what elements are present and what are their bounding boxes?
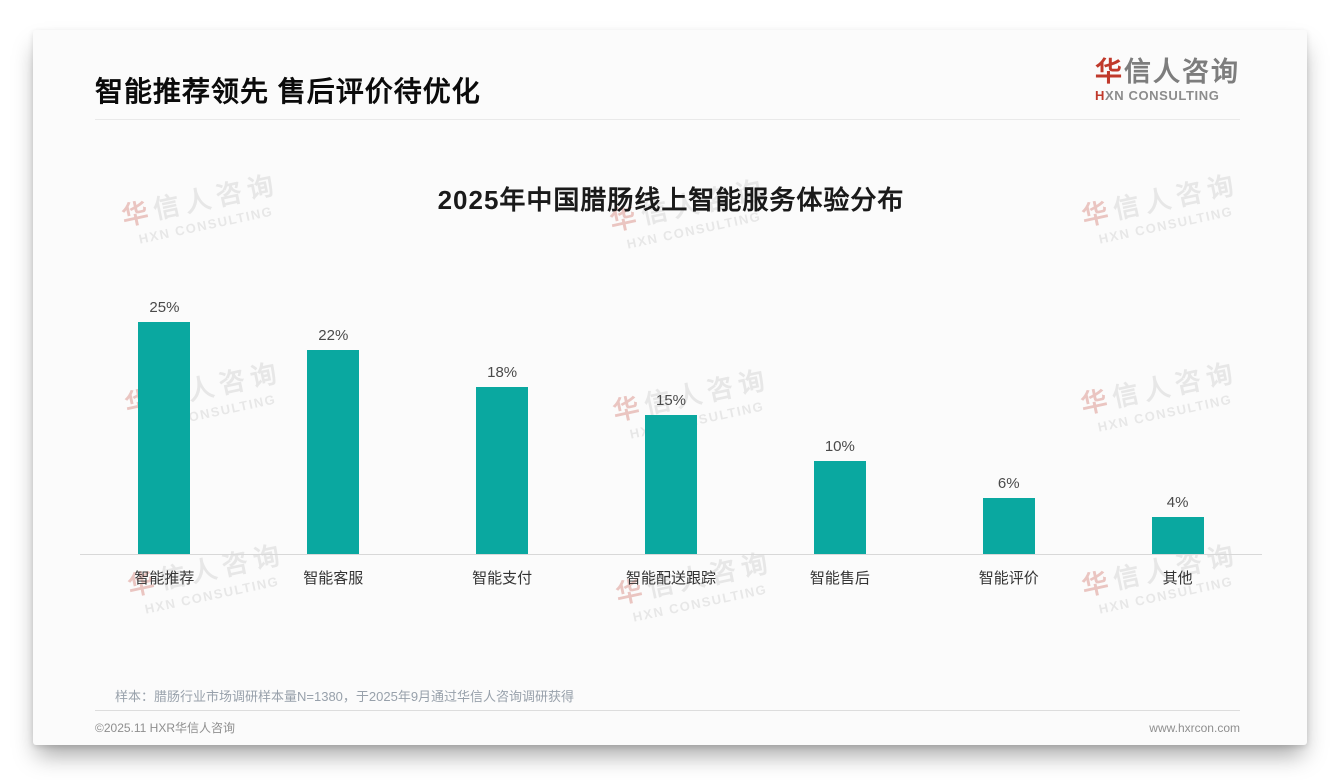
slide-card: 华信人咨询 HXN CONSULTING 华信人咨询 HXN CONSULTING 华信…: [33, 30, 1307, 745]
bar: [1151, 517, 1204, 554]
bar-value-label: 10%: [824, 438, 855, 455]
company-logo: 华信人咨询 HXN CONSULTING: [1095, 57, 1240, 103]
page-title: 智能推荐领先 售后评价待优化: [95, 76, 481, 107]
bar-value-label: 6%: [997, 475, 1020, 492]
category-label: 其他: [1162, 570, 1193, 587]
chart-title: 2025年中国腊肠线上智能服务体验分布: [437, 185, 905, 215]
header-divider: [95, 119, 1240, 120]
bar: [813, 461, 866, 554]
bar-value-label: 4%: [1166, 494, 1189, 511]
bar: [982, 498, 1035, 554]
footer-divider: [95, 710, 1240, 711]
category-label: 智能配送跟踪: [626, 570, 717, 587]
bar-value-label: 18%: [487, 364, 518, 381]
bar-column: 4%: [1093, 495, 1262, 554]
category-axis: 智能推荐 智能客服 智能支付 智能配送跟踪 智能售后 智能评价 其他: [80, 567, 1262, 588]
bar: [138, 322, 191, 554]
bar-column: 10%: [755, 439, 924, 554]
x-axis-line: [80, 554, 1262, 555]
bar: [645, 415, 697, 554]
category-label: 智能客服: [303, 570, 364, 587]
logo-chinese-text: 华信人咨询: [1095, 57, 1240, 87]
logo-english-text: HXN CONSULTING: [1095, 87, 1220, 103]
bar: [307, 350, 360, 554]
sample-note: 样本：腊肠行业市场调研样本量N=1380，于2025年9月通过华信人咨询调研获得: [115, 689, 575, 704]
category-label: 智能售后: [809, 570, 870, 587]
bar-column: 22%: [249, 328, 418, 554]
website-text: www.hxrcon.com: [1149, 720, 1240, 735]
bar-column: 25%: [80, 300, 249, 554]
bar-value-label: 15%: [655, 392, 687, 409]
bar-column: 15%: [587, 393, 756, 554]
bar-value-label: 25%: [149, 299, 180, 316]
copyright-text: ©2025.11 HXR华信人咨询: [95, 721, 235, 735]
category-label: 智能评价: [978, 570, 1039, 587]
bar-column: 18%: [418, 365, 587, 554]
bar-column: 6%: [924, 476, 1093, 554]
category-label: 智能支付: [472, 570, 533, 587]
footer-bar: ©2025.11 HXR华信人咨询 www.hxrcon.com: [95, 719, 1240, 736]
bar-value-label: 22%: [318, 327, 349, 344]
bar: [476, 387, 529, 554]
category-label: 智能推荐: [134, 570, 195, 587]
bar-chart: 25% 22% 18% 15% 10% 6% 4%: [80, 274, 1262, 554]
